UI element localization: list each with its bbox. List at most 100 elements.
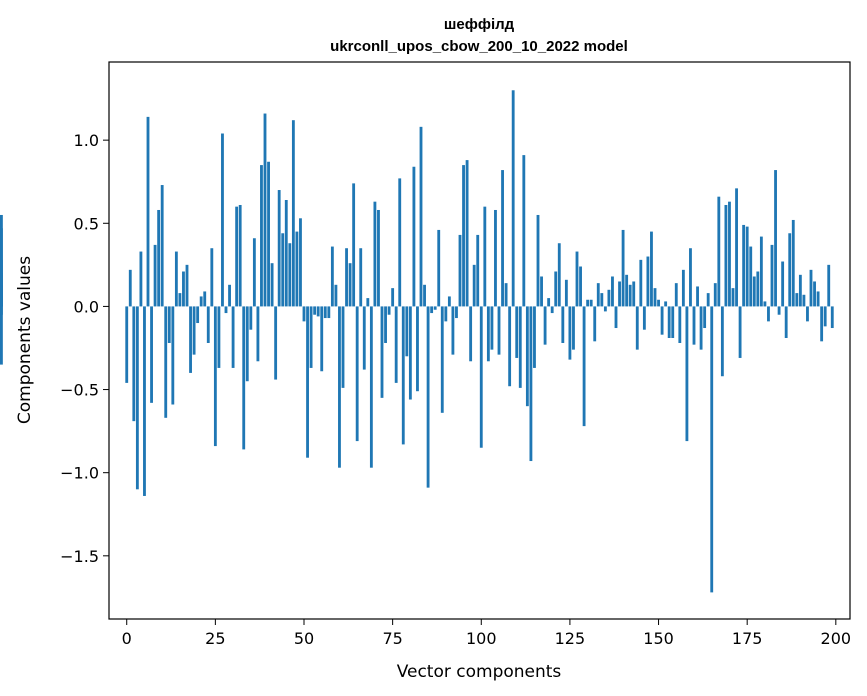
bar [791, 219, 795, 307]
bar [320, 306, 324, 372]
bar [678, 306, 682, 343]
bar [543, 306, 547, 345]
bar [139, 251, 143, 307]
bar [281, 233, 285, 307]
y-tick-label: −1.5 [60, 547, 99, 566]
bar [823, 306, 827, 327]
bar [345, 248, 348, 307]
x-tick-label: 75 [382, 629, 402, 648]
bar [713, 283, 717, 307]
bar [632, 281, 636, 307]
bar [451, 306, 455, 355]
bar [798, 274, 802, 307]
bar [681, 269, 685, 307]
bar [199, 296, 203, 307]
bars-group [0, 90, 834, 593]
bar [720, 306, 724, 377]
bar [341, 306, 345, 388]
bar [809, 269, 813, 307]
bar [511, 90, 515, 307]
plot-frame [108, 61, 851, 620]
bar [267, 161, 270, 307]
bar [373, 201, 377, 307]
bar [745, 226, 749, 307]
bar [224, 306, 228, 314]
bar [550, 306, 554, 314]
bar [455, 306, 458, 319]
bar [423, 284, 426, 307]
bar [157, 209, 161, 307]
bar [355, 306, 359, 442]
bar [561, 306, 565, 343]
bar [465, 160, 469, 307]
bar [774, 170, 777, 307]
bar [490, 306, 494, 350]
bar [380, 306, 384, 398]
bar [476, 234, 480, 307]
bar [231, 306, 235, 368]
bar [540, 276, 543, 307]
bar [182, 271, 185, 307]
x-tick-label: 150 [643, 629, 674, 648]
bar [692, 306, 696, 345]
bar [401, 306, 405, 445]
bar [408, 306, 412, 400]
bar [238, 204, 242, 307]
bar [0, 306, 3, 365]
bar [795, 293, 799, 307]
bar [299, 218, 302, 307]
x-tick-label: 50 [294, 629, 314, 648]
bar [359, 248, 363, 307]
bar [263, 113, 267, 307]
bar [274, 306, 278, 380]
bar [628, 284, 632, 307]
bar [196, 306, 200, 324]
bar [132, 306, 136, 422]
bar [618, 281, 621, 307]
bar [614, 306, 618, 329]
bar [206, 306, 210, 343]
bar [479, 306, 483, 448]
bar [330, 246, 334, 307]
x-tick-label: 175 [732, 629, 763, 648]
bar [369, 306, 373, 468]
bar [150, 306, 153, 403]
bar [568, 306, 572, 360]
bar [462, 165, 465, 307]
bar [426, 306, 430, 488]
bar [522, 155, 526, 307]
bar [494, 209, 497, 307]
x-axis-label: Vector components [397, 662, 562, 682]
bar [504, 283, 508, 307]
x-tick-label: 25 [205, 629, 225, 648]
bar [125, 306, 129, 383]
bar [178, 293, 182, 307]
bar [221, 133, 224, 307]
x-tick-label: 125 [555, 629, 586, 648]
bar [518, 306, 522, 388]
bar [607, 289, 611, 307]
bar [384, 306, 387, 343]
bar [135, 306, 139, 490]
bar [387, 306, 391, 315]
bar [249, 306, 253, 330]
bar [164, 306, 168, 418]
bar [256, 306, 260, 362]
bar [742, 224, 746, 307]
bar [171, 306, 175, 405]
bar [323, 306, 327, 319]
bar [689, 248, 692, 307]
bar [685, 306, 689, 442]
bar [242, 306, 246, 450]
y-tick-label: −0.5 [60, 381, 99, 400]
chart-subtitle: ukrconll_upos_cbow_200_10_2022 model [330, 38, 628, 55]
bar [777, 306, 781, 315]
bar [784, 306, 788, 338]
bar [472, 264, 476, 307]
chart-title: шеффілд [444, 16, 515, 33]
bar [813, 281, 816, 307]
bar [288, 243, 292, 307]
bar [277, 190, 281, 307]
bar [696, 286, 699, 307]
bar [245, 306, 249, 382]
